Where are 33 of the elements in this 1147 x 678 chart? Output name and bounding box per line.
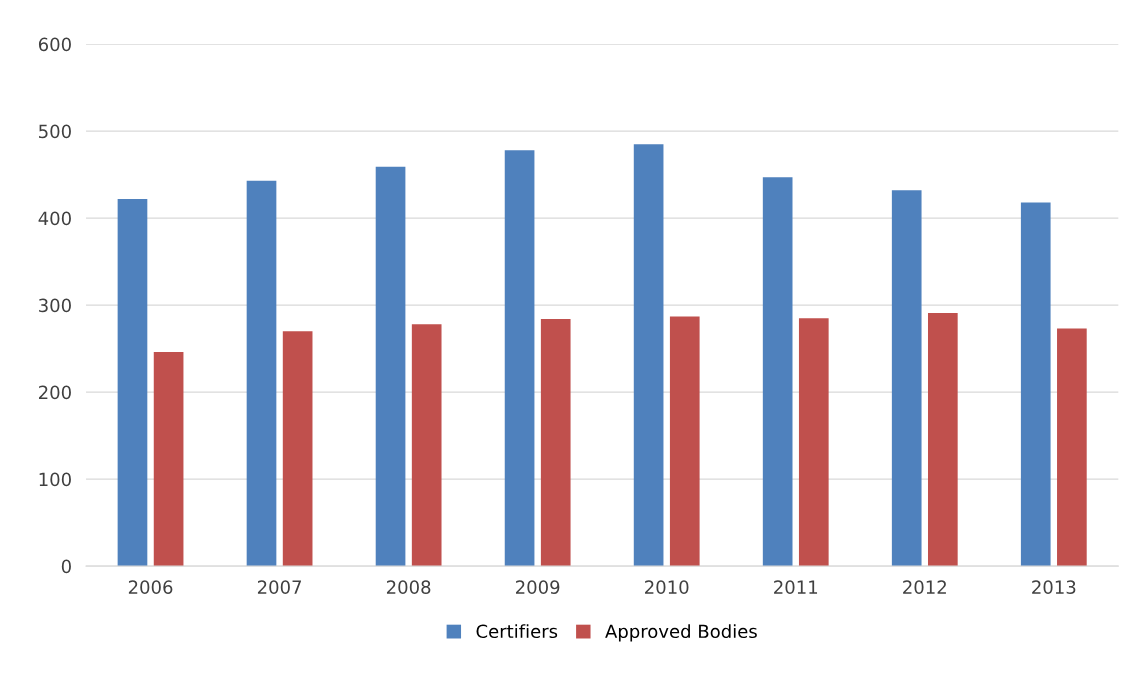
bar (504, 150, 535, 567)
x-tick-label: 2009 (516, 580, 560, 594)
x-tick-label: 2006 (128, 580, 173, 594)
y-tick-label: 400 (38, 211, 71, 226)
legend-label: Certifiers (476, 624, 558, 639)
bar (1057, 328, 1087, 567)
y-tick-label: 500 (39, 124, 71, 139)
bar (153, 352, 184, 567)
x-tick-label: 2011 (774, 580, 818, 594)
x-tick-label: 2007 (257, 580, 302, 594)
bar (375, 166, 406, 567)
bar (762, 177, 793, 567)
bar (1020, 202, 1051, 567)
x-tick-label: 2012 (903, 580, 946, 594)
bar (282, 331, 313, 567)
x-tick-label: 2008 (386, 580, 431, 594)
y-tick-label: 600 (38, 37, 71, 52)
y-tick-label: 200 (39, 385, 71, 400)
legend-label: Approved Bodies (605, 624, 757, 642)
y-tick-label: 100 (39, 472, 71, 487)
x-tick-label: 2010 (645, 580, 689, 594)
bar (633, 144, 664, 567)
bar (927, 312, 958, 567)
bar (411, 324, 442, 567)
bar (117, 198, 148, 567)
bar (540, 319, 571, 567)
bar (891, 190, 922, 567)
y-tick-label: 0 (61, 559, 71, 574)
bar (798, 318, 829, 567)
bar (246, 180, 277, 567)
y-tick-label: 300 (39, 298, 71, 313)
bar (669, 316, 700, 567)
x-tick-label: 2013 (1032, 580, 1076, 594)
